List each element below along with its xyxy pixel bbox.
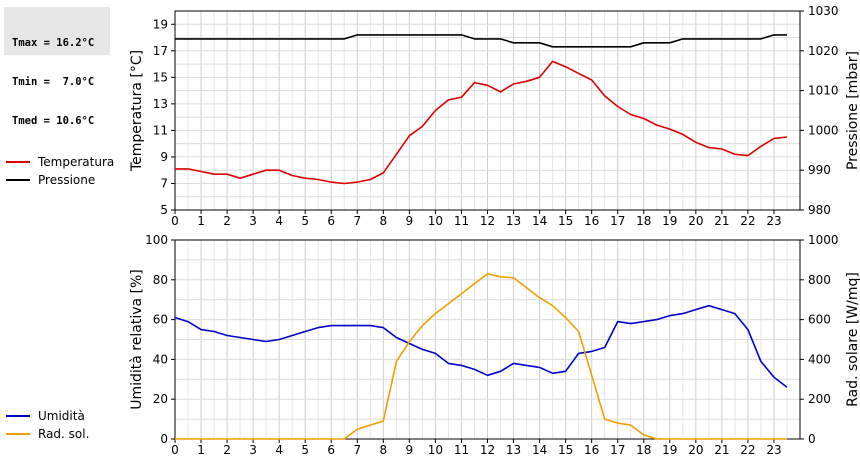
bottom-yr-tick-label: 1000 bbox=[808, 233, 839, 247]
bottom-x-tick-label: 22 bbox=[740, 443, 755, 457]
bottom-x-tick-label: 13 bbox=[506, 443, 521, 457]
top-x-tick-label: 13 bbox=[506, 214, 521, 228]
bottom-x-tick-label: 15 bbox=[558, 443, 573, 457]
stat-tmax: Tmax = 16.2°C bbox=[12, 37, 95, 49]
top-x-tick-label: 20 bbox=[688, 214, 703, 228]
bottom-x-tick-label: 11 bbox=[454, 443, 469, 457]
top-x-tick-label: 6 bbox=[327, 214, 335, 228]
bottom-yr-tick-label: 600 bbox=[808, 313, 831, 327]
bottom-x-tick-label: 21 bbox=[714, 443, 729, 457]
top-yl-tick-label: 9 bbox=[160, 150, 168, 164]
bottom-yl-tick-label: 100 bbox=[145, 233, 168, 247]
top-x-tick-label: 7 bbox=[353, 214, 361, 228]
top-yl-tick-label: 11 bbox=[153, 123, 168, 137]
top-series-pressione bbox=[175, 34, 787, 48]
bottom-x-tick-label: 6 bbox=[327, 443, 335, 457]
bottom-ylabel-left: Umidità relativa [%] bbox=[129, 269, 145, 410]
top-ylabel-right: Pressione [mbar] bbox=[845, 51, 860, 170]
top-yr-tick-label: 1010 bbox=[808, 84, 839, 98]
bottom-x-tick-label: 19 bbox=[662, 443, 677, 457]
top-yl-tick-label: 5 bbox=[160, 203, 168, 217]
top-yr-tick-label: 1000 bbox=[808, 123, 839, 137]
top-yl-tick-label: 7 bbox=[160, 176, 168, 190]
top-x-tick-label: 11 bbox=[454, 214, 469, 228]
bottom-x-tick-label: 2 bbox=[223, 443, 231, 457]
top-panel: 0 1 2 3 4 5 6 7 8 9 10 11 12 13 14 15 16 17 18 19 20 21 22 2357… bbox=[6, 4, 860, 228]
bottom-x-tick-label: 12 bbox=[480, 443, 495, 457]
bottom-x-tick-label: 10 bbox=[428, 443, 443, 457]
top-x-tick-label: 10 bbox=[428, 214, 443, 228]
bottom-yl-tick-label: 80 bbox=[153, 273, 168, 287]
top-x-tick-label: 2 bbox=[223, 214, 231, 228]
bottom-x-tick-label: 3 bbox=[249, 443, 257, 457]
bottom-yl-tick-label: 40 bbox=[153, 352, 168, 366]
top-x-tick-label: 18 bbox=[636, 214, 651, 228]
top-yr-tick-label: 980 bbox=[808, 203, 831, 217]
top-series-temperatura bbox=[175, 60, 788, 185]
top-x-tick-label: 15 bbox=[558, 214, 573, 228]
top-yl-tick-label: 17 bbox=[153, 44, 168, 58]
legend-label-temperatura: Temperatura bbox=[37, 155, 114, 169]
bottom-x-tick-label: 17 bbox=[610, 443, 625, 457]
top-x-tick-label: 5 bbox=[301, 214, 309, 228]
stat-tmin: Tmin = 7.0°C bbox=[12, 76, 95, 88]
bottom-x-tick-label: 23 bbox=[766, 443, 781, 457]
top-x-tick-label: 21 bbox=[714, 214, 729, 228]
bottom-yl-tick-label: 60 bbox=[153, 313, 168, 327]
bottom-panel: 0 1 2 3 4 5 6 7 8 9 10 11 12 13 14 15 16 17 18 19 20 21 22 2302… bbox=[6, 233, 860, 457]
top-yl-tick-label: 19 bbox=[153, 17, 168, 31]
top-x-tick-label: 17 bbox=[610, 214, 625, 228]
top-x-tick-label: 22 bbox=[740, 214, 755, 228]
bottom-yl-tick-label: 0 bbox=[160, 432, 168, 446]
bottom-x-tick-label: 0 bbox=[171, 443, 179, 457]
top-x-tick-label: 14 bbox=[532, 214, 547, 228]
top-x-tick-label: 23 bbox=[766, 214, 781, 228]
bottom-yr-tick-label: 400 bbox=[808, 352, 831, 366]
legend-label-pressione: Pressione bbox=[38, 173, 95, 187]
legend-label-rad-sol: Rad. sol. bbox=[38, 427, 89, 441]
top-x-tick-label: 12 bbox=[480, 214, 495, 228]
top-x-tick-label: 19 bbox=[662, 214, 677, 228]
bottom-yr-tick-label: 0 bbox=[808, 432, 816, 446]
bottom-yr-tick-label: 800 bbox=[808, 273, 831, 287]
bottom-x-tick-label: 7 bbox=[353, 443, 361, 457]
stat-tmed: Tmed = 10.6°C bbox=[12, 115, 95, 127]
top-yr-tick-label: 990 bbox=[808, 163, 831, 177]
bottom-yl-tick-label: 20 bbox=[153, 392, 168, 406]
bottom-x-tick-label: 8 bbox=[380, 443, 388, 457]
bottom-x-tick-label: 1 bbox=[197, 443, 205, 457]
top-yl-tick-label: 13 bbox=[153, 97, 168, 111]
bottom-x-tick-label: 18 bbox=[636, 443, 651, 457]
top-x-tick-label: 9 bbox=[406, 214, 414, 228]
top-x-tick-label: 4 bbox=[275, 214, 283, 228]
bottom-x-tick-label: 5 bbox=[301, 443, 309, 457]
bottom-x-tick-label: 9 bbox=[406, 443, 414, 457]
top-x-tick-label: 16 bbox=[584, 214, 599, 228]
bottom-x-tick-label: 20 bbox=[688, 443, 703, 457]
bottom-series-rad-sol bbox=[175, 272, 787, 440]
legend-label-umidit: Umidità bbox=[38, 409, 85, 423]
bottom-x-tick-label: 16 bbox=[584, 443, 599, 457]
top-ylabel-left: Temperatura [°C] bbox=[129, 50, 145, 172]
top-x-tick-label: 1 bbox=[197, 214, 205, 228]
top-x-tick-label: 0 bbox=[171, 214, 179, 228]
bottom-series-umidit bbox=[174, 304, 788, 388]
top-yr-tick-label: 1030 bbox=[808, 4, 839, 18]
top-yl-tick-label: 15 bbox=[153, 70, 168, 84]
top-yr-tick-label: 1020 bbox=[808, 44, 839, 58]
bottom-x-tick-label: 14 bbox=[532, 443, 547, 457]
top-x-tick-label: 8 bbox=[380, 214, 388, 228]
stats-box: Tmax = 16.2°C Tmin = 7.0°C Tmed = 10.6°C bbox=[4, 7, 110, 127]
top-x-tick-label: 3 bbox=[249, 214, 257, 228]
bottom-x-tick-label: 4 bbox=[275, 443, 283, 457]
bottom-yr-tick-label: 200 bbox=[808, 392, 831, 406]
bottom-ylabel-right: Rad. solare [W/mq] bbox=[845, 272, 860, 407]
